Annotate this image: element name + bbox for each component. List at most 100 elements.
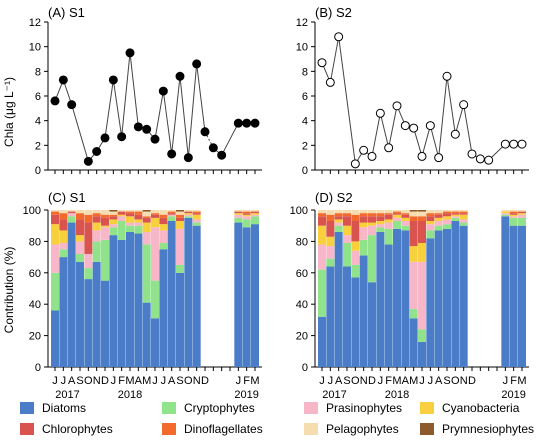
panel-c-bar-segment-chlorophytes xyxy=(151,214,159,218)
panel-a-series-segment xyxy=(196,63,206,132)
panel-d-bar-segment-chlorophytes xyxy=(518,211,526,214)
panel-a-data-point xyxy=(142,124,152,134)
panel-d-bar-segment-cyanobacteria xyxy=(459,214,468,220)
panel-d-year-label: 2019 xyxy=(501,389,525,401)
panel-d-bar-segment-diatoms xyxy=(451,220,460,367)
panel-d-bar-segment-diatoms xyxy=(334,231,343,367)
panel-c-bar-segment-pelagophytes xyxy=(159,210,168,215)
panel-d-bar-segment-chlorophytes xyxy=(368,216,376,223)
panel-c-bar-segment-prasinophytes xyxy=(134,222,143,226)
panel-d-bar-segment-prasinophytes xyxy=(368,225,376,236)
panel-d-bar-segment-cryptophytes xyxy=(509,217,518,226)
panel-c-bar-segment-cyanobacteria xyxy=(126,216,134,223)
panel-d-bar-segment-cyanobacteria xyxy=(443,216,451,220)
panel-c-bar-segment-prymnesiophytes xyxy=(142,210,151,212)
panel-c-bar-segment-prasinophytes xyxy=(84,253,93,269)
panel-c-x-tick-label: N xyxy=(93,375,101,387)
panel-b-data-point xyxy=(359,145,369,155)
panel-c-bar-segment-diatoms xyxy=(142,302,151,367)
panel-c-bar-segment-chlorophytes xyxy=(159,217,168,225)
panel-d-bar-segment-chlorophytes xyxy=(459,213,468,215)
panel-a-data-point xyxy=(200,127,210,137)
panel-d-bar-segment-cyanobacteria xyxy=(368,222,376,226)
panel-c-bar-segment-chlorophytes xyxy=(51,214,59,225)
panel-d-bar-segment-pelagophytes xyxy=(409,211,418,217)
panel-a-data-point xyxy=(175,71,185,81)
panel-d-bar-segment-chlorophytes xyxy=(434,214,443,218)
panel-c-bar-segment-chlorophytes xyxy=(67,211,76,214)
panel-d-bar-segment-diatoms xyxy=(384,244,393,367)
panel-d-bar-segment-chlorophytes xyxy=(418,220,426,243)
panel-c-bar-segment-dinoflagellates xyxy=(92,213,101,217)
panel-d-bar-segment-cyanobacteria xyxy=(318,225,326,245)
panel-c-bar-segment-chlorophytes xyxy=(117,211,126,215)
panel-b-data-point xyxy=(425,121,435,131)
panel-d-bar-segment-prasinophytes xyxy=(459,219,468,223)
panel-c-y-tick-label: 40 xyxy=(29,299,41,311)
panel-a-data-point xyxy=(192,59,202,69)
panel-b-y-tick-label: 10 xyxy=(296,42,308,54)
panel-c-bar-segment-cyanobacteria xyxy=(134,219,143,223)
panel-c-x-tick-label: D xyxy=(101,375,109,387)
panel-d-bar-segment-diatoms xyxy=(459,225,468,367)
panel-a-data-point xyxy=(208,143,218,153)
panel-c-bar-segment-diatoms xyxy=(117,239,126,367)
panel-a-data-point xyxy=(250,118,260,128)
panel-c-bar-segment-diatoms xyxy=(59,257,68,367)
panel-c-bar-segment-diatoms xyxy=(134,233,143,367)
panel-c-bar-segment-cryptophytes xyxy=(151,280,159,319)
panel-d-year-label: 2017 xyxy=(322,389,346,401)
legend-swatch-prasinophytes xyxy=(304,402,318,414)
panel-a-data-point xyxy=(167,149,177,159)
panel-d-bar-segment-diatoms xyxy=(393,228,401,367)
panel-a-data-point xyxy=(58,75,68,85)
panel-c-year-label: 2017 xyxy=(55,389,79,401)
panel-d-bar-segment-dinoflagellates xyxy=(359,213,368,217)
panel-c-bar-segment-diatoms xyxy=(251,224,259,367)
panel-c-bar-segment-cryptophytes xyxy=(142,244,151,303)
panel-b-data-point xyxy=(375,108,385,118)
panel-a-series-segment xyxy=(121,52,131,137)
panel-c-x-tick-label: O xyxy=(184,375,193,387)
panel-d-bar-segment-cryptophytes xyxy=(351,264,360,278)
panel-c-bar-segment-diatoms xyxy=(67,222,76,367)
panel-c-bar-segment-dinoflagellates xyxy=(159,214,168,218)
panel-d-bar-segment-dinoflagellates xyxy=(376,213,385,217)
panel-c-bar-segment-chlorophytes xyxy=(126,213,134,217)
panel-b-series-segment xyxy=(338,36,356,164)
panel-d-bar-segment-dinoflagellates xyxy=(459,211,468,214)
panel-c-bar-segment-cryptophytes xyxy=(101,239,109,281)
panel-d-bar-segment-diatoms xyxy=(359,255,368,367)
panel-d-bar-segment-cyanobacteria xyxy=(401,217,410,221)
panel-d-bar-segment-pelagophytes xyxy=(443,210,451,212)
panel-a-y-tick-label: 10 xyxy=(29,42,41,54)
panel-b-data-point xyxy=(392,101,402,111)
panel-b-series-segment xyxy=(388,105,398,148)
panel-d-y-tick-label: 20 xyxy=(296,331,308,343)
panel-c-bar-segment-diatoms xyxy=(126,231,134,367)
panel-c-bar-segment-pelagophytes xyxy=(67,210,76,212)
panel-d-bar-segment-cyanobacteria xyxy=(326,236,335,247)
panel-c-bar-segment-diatoms xyxy=(92,261,101,367)
panel-d-bar-segment-prasinophytes xyxy=(418,261,426,330)
panel-d-bar-segment-chlorophytes xyxy=(326,220,335,237)
panel-c-bar-segment-cyanobacteria xyxy=(192,214,201,220)
panel-d-bar-segment-dinoflagellates xyxy=(368,213,376,217)
panel-c-x-tick-label: J xyxy=(61,375,67,387)
panel-c-bar-segment-cryptophytes xyxy=(192,222,201,226)
panel-d-x-tick-label: J xyxy=(378,375,384,387)
panel-a-y-tick-label: 2 xyxy=(35,140,41,152)
panel-d-bar-segment-dinoflagellates xyxy=(409,216,418,221)
panel-d-bar-segment-pelagophytes xyxy=(343,210,351,214)
panel-d-bar-segment-dinoflagellates xyxy=(334,213,343,217)
panel-d-title: (D) S2 xyxy=(315,190,353,205)
panel-d-y-tick-label: 40 xyxy=(296,299,308,311)
panel-d-bar-segment-prasinophytes xyxy=(334,222,343,226)
panel-c-bar-segment-dinoflagellates xyxy=(101,214,109,218)
panel-c-year-label: 2018 xyxy=(118,389,142,401)
panel-a-title: (A) S1 xyxy=(48,5,85,20)
panel-c-x-tick-label: F xyxy=(118,375,125,387)
panel-b-y-tick-label: 8 xyxy=(302,66,308,78)
panel-b-data-point xyxy=(450,129,460,139)
